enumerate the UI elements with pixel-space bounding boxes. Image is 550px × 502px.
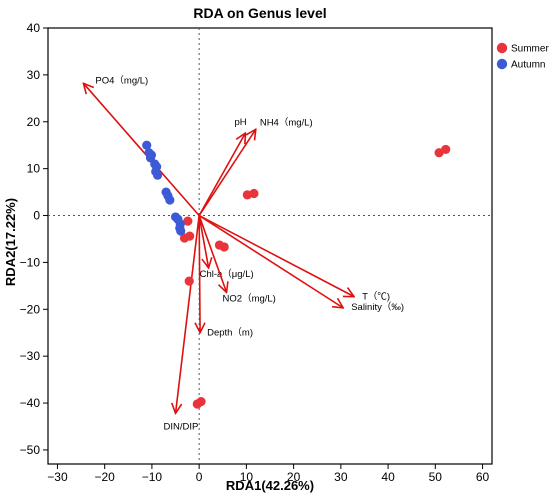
summer-point bbox=[185, 231, 195, 241]
x-tick-label: 50 bbox=[429, 470, 443, 484]
y-tick-label: −30 bbox=[20, 349, 41, 363]
arrow-label: Salinity（‰) bbox=[351, 301, 404, 313]
arrow-label: PO4（mg/L) bbox=[95, 74, 148, 86]
x-tick-label: 40 bbox=[381, 470, 395, 484]
summer-point bbox=[183, 216, 193, 226]
y-tick-label: 20 bbox=[27, 115, 41, 129]
legend: Summer Autumn bbox=[496, 42, 549, 71]
arrow-label: T（℃) bbox=[362, 291, 390, 303]
arrow-line bbox=[198, 129, 256, 216]
legend-autumn-marker bbox=[496, 58, 508, 70]
chart-title: RDA on Genus level bbox=[193, 5, 326, 21]
y-tick-label: 10 bbox=[27, 162, 41, 176]
env-arrows: PO4（mg/L) pH NH4（mg/L) Chl-a（μg/L) NO2（mg/L)… bbox=[83, 74, 404, 432]
y-tick-label: −10 bbox=[20, 255, 41, 269]
autumn-point bbox=[176, 226, 186, 236]
zero-lines bbox=[48, 28, 492, 464]
arrow-line bbox=[199, 215, 200, 333]
autumn-point bbox=[165, 195, 175, 205]
x-tick-label: 30 bbox=[334, 470, 348, 484]
legend-autumn-label: Autumn bbox=[511, 60, 545, 71]
y-tick-label: −40 bbox=[20, 396, 41, 410]
x-tick-label: −10 bbox=[142, 470, 163, 484]
axis-ticks: −30 −20 −10 0 10 20 30 40 50 60 40 30 20 10 0 −10 −20 −30… bbox=[20, 21, 490, 484]
x-tick-label: 0 bbox=[196, 470, 203, 484]
summer-point bbox=[249, 188, 259, 199]
arrow-line bbox=[198, 215, 208, 269]
autumn-point bbox=[142, 140, 152, 150]
summer-point bbox=[196, 397, 206, 407]
y-tick-label: 0 bbox=[33, 209, 40, 223]
legend-summer-label: Summer bbox=[511, 44, 549, 55]
summer-point bbox=[219, 242, 229, 252]
legend-summer-marker bbox=[496, 42, 508, 54]
arrow-label: DIN/DIP bbox=[164, 421, 199, 432]
y-tick-label: 40 bbox=[27, 21, 41, 35]
arrow-line bbox=[198, 214, 343, 308]
x-tick-label: −20 bbox=[95, 470, 116, 484]
y-tick-label: −50 bbox=[20, 443, 41, 457]
x-tick-label: 10 bbox=[240, 470, 254, 484]
arrow-label: Chl-a（μg/L) bbox=[200, 268, 254, 280]
sample-points bbox=[142, 140, 451, 409]
y-tick-label: 30 bbox=[27, 68, 41, 82]
arrow-label: NO2（mg/L) bbox=[223, 292, 276, 304]
arrow-line bbox=[176, 215, 200, 414]
summer-point bbox=[441, 144, 451, 155]
x-tick-label: 20 bbox=[287, 470, 301, 484]
summer-point bbox=[184, 276, 194, 286]
arrow-label: pH bbox=[234, 117, 246, 128]
x-tick-label: 60 bbox=[476, 470, 490, 484]
y-axis-title: RDA2(17.22%) bbox=[3, 198, 18, 286]
arrow-label: Depth（m) bbox=[207, 327, 253, 339]
arrow-line bbox=[198, 214, 354, 297]
autumn-point bbox=[152, 170, 163, 180]
plot-frame bbox=[47, 27, 493, 465]
x-axis-title: RDA1(42.26%) bbox=[226, 478, 314, 493]
y-tick-label: −20 bbox=[20, 302, 41, 316]
arrow-label: NH4（mg/L) bbox=[260, 116, 313, 128]
arrow-line bbox=[198, 215, 226, 293]
arrow-line bbox=[83, 83, 200, 217]
x-tick-label: −30 bbox=[47, 470, 68, 484]
arrow-line bbox=[198, 133, 245, 216]
